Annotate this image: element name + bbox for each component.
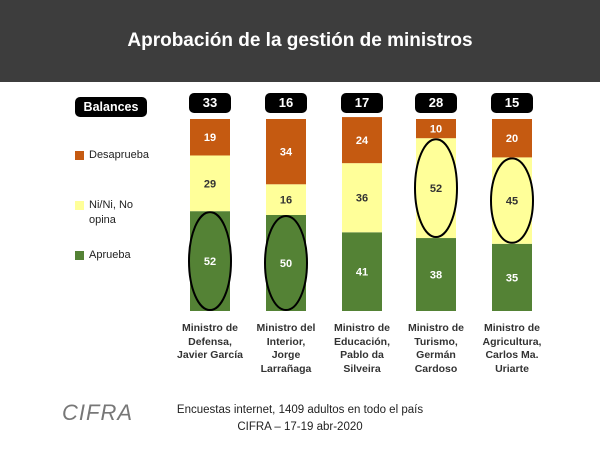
data-label: 20 xyxy=(506,133,518,145)
data-label: 34 xyxy=(280,147,293,159)
bar-segment xyxy=(190,155,230,212)
category-label: Ministro del Interior, Jorge Larrañaga xyxy=(256,322,316,375)
highlight-ellipse xyxy=(414,138,458,239)
header-bar xyxy=(0,0,600,82)
data-label: 41 xyxy=(356,267,368,279)
balance-badge: 17 xyxy=(341,93,383,113)
legend-title-badge: Balances xyxy=(75,97,147,117)
legend-label-aprueba: Aprueba xyxy=(89,249,131,261)
footer-date: CIFRA – 17-19 abr-2020 xyxy=(237,421,363,433)
bar-segment xyxy=(416,238,456,311)
data-label: 29 xyxy=(204,178,216,190)
balance-badge: 16 xyxy=(265,93,307,113)
category-label: Ministro de Defensa, Javier García xyxy=(177,322,243,361)
highlight-ellipse xyxy=(490,157,534,244)
bar-segment xyxy=(492,157,532,244)
bar-segment xyxy=(266,184,306,215)
highlight-ellipse xyxy=(264,215,308,311)
balance-badge: 15 xyxy=(491,93,533,113)
footer-source: Encuestas internet, 1409 adultos en todo… xyxy=(176,404,424,416)
legend-swatch-ni-ni xyxy=(75,201,84,210)
data-label: 52 xyxy=(204,256,216,268)
legend-swatch-aprueba xyxy=(75,251,84,260)
data-label: 52 xyxy=(430,183,442,195)
legend-swatch-desaprueba xyxy=(75,151,84,160)
category-label: Ministro de Agricultura, Carlos Ma. Uria… xyxy=(482,322,542,375)
bar-segment xyxy=(416,119,456,139)
bar-segment xyxy=(190,211,230,311)
balance-badge: 33 xyxy=(189,93,231,113)
legend-label-desaprueba: Desaprueba xyxy=(89,149,149,161)
bar-segment xyxy=(492,119,532,158)
chart-title: Aprobación de la gestión de ministros xyxy=(127,30,473,51)
bar-segment xyxy=(342,163,382,233)
cifra-logo: CIFRA xyxy=(62,400,133,425)
category-label: Ministro de Turismo, Germán Cardoso xyxy=(407,322,464,375)
data-label: 35 xyxy=(506,272,518,284)
data-label: 36 xyxy=(356,193,368,205)
data-label: 45 xyxy=(506,196,518,208)
balance-badge: 28 xyxy=(415,93,457,113)
bar-segment xyxy=(342,117,382,164)
highlight-ellipse xyxy=(188,211,232,311)
bar-segment xyxy=(266,215,306,311)
data-label: 16 xyxy=(280,195,292,207)
data-label: 50 xyxy=(280,258,292,270)
bar-segment xyxy=(266,119,306,185)
data-label: 38 xyxy=(430,270,442,282)
bar-segment xyxy=(492,243,532,311)
data-label: 19 xyxy=(204,132,216,144)
bar-segment xyxy=(190,119,230,156)
category-label: Ministro de Educación, Pablo da Silveira xyxy=(333,322,390,375)
data-label: 24 xyxy=(356,135,369,147)
data-label: 10 xyxy=(430,124,442,136)
legend-label-ni-ni: Ni/Ni, No opina xyxy=(89,199,134,226)
bar-segment xyxy=(416,138,456,239)
bar-segment xyxy=(342,232,382,311)
